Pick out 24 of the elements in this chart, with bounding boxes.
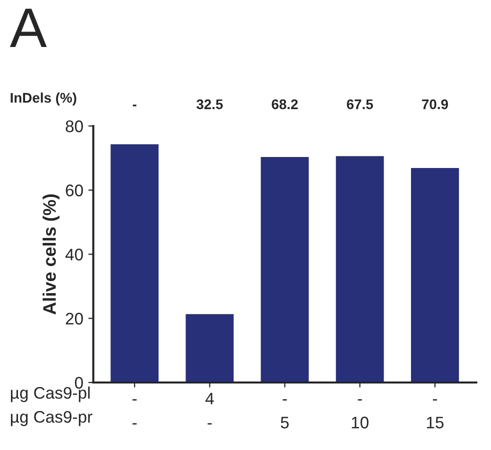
x-tick-label: - 5	[280, 399, 289, 428]
bar	[336, 156, 384, 382]
text: 32.5	[196, 99, 223, 110]
text: 70.9	[422, 99, 448, 110]
bar	[186, 314, 234, 382]
text: InDels (%)	[10, 92, 76, 106]
text: A	[10, 8, 47, 48]
y-tick-label: 20	[66, 312, 83, 325]
bar	[260, 157, 309, 382]
x-tick-label: - 15	[426, 399, 444, 428]
text: -	[132, 104, 136, 106]
x-tick-label: 4 -	[205, 392, 214, 425]
text: 68.2	[272, 99, 298, 110]
bar	[110, 144, 159, 382]
y-tick-label: 80	[66, 120, 83, 132]
text: 67.5	[346, 99, 374, 110]
category-label: - -	[132, 399, 137, 425]
y-tick-label: 40	[65, 248, 83, 260]
y-axis-title: Alive cells (%)	[42, 194, 60, 315]
bar	[410, 168, 459, 382]
text: µg Cas9-pl µg Cas9-pr	[10, 386, 92, 426]
y-tick-label: 0	[74, 376, 83, 389]
x-tick-label: - 10	[352, 399, 368, 428]
y-tick-label: 60	[66, 184, 83, 196]
